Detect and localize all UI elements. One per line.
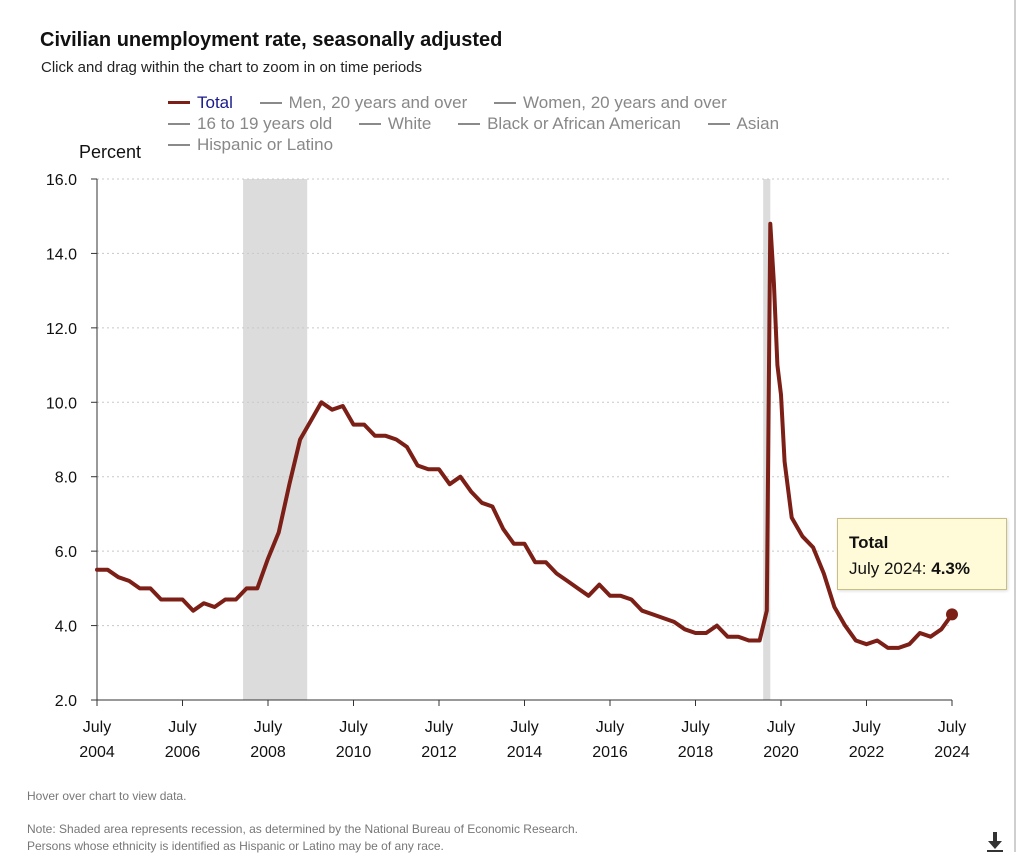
page-edge-divider	[1014, 0, 1016, 852]
x-tick-label-month: July	[168, 719, 196, 736]
legend-swatch	[168, 123, 190, 125]
x-tick-label-month: July	[425, 719, 453, 736]
legend-item-asian[interactable]: Asian	[707, 114, 779, 134]
x-tick-label-year: 2004	[79, 744, 115, 761]
x-tick-label-year: 2022	[849, 744, 885, 761]
x-tick-label-month: July	[254, 719, 282, 736]
gridlines	[97, 178, 952, 627]
y-tick-label: 8.0	[55, 470, 77, 487]
x-tick-label-month: July	[852, 719, 880, 736]
legend-item-black[interactable]: Black or African American	[458, 114, 681, 134]
legend-item-women-20-over[interactable]: Women, 20 years and over	[494, 93, 727, 113]
y-tick-label: 14.0	[46, 246, 77, 263]
hover-hint: Hover over chart to view data.	[27, 789, 187, 803]
legend-row-3: Hispanic or Latino	[168, 131, 355, 155]
x-tick-label-month: July	[681, 719, 709, 736]
legend-swatch	[458, 123, 481, 125]
recession-note: Note: Shaded area represents recession, …	[27, 822, 578, 836]
series-line-total	[95, 221, 954, 650]
y-tick-label: 12.0	[46, 321, 77, 338]
legend-swatch	[358, 123, 381, 125]
x-tick-label-month: July	[767, 719, 795, 736]
y-tick-label: 10.0	[46, 395, 77, 412]
x-tick-label-month: July	[938, 719, 966, 736]
legend-row-2: 16 to 19 years old White Black or Africa…	[168, 110, 801, 134]
chart-title: Civilian unemployment rate, seasonally a…	[40, 29, 503, 51]
x-tick-label-year: 2006	[165, 744, 201, 761]
x-tick-label-year: 2018	[678, 744, 714, 761]
data-tooltip: Total July 2024: 4.3%	[837, 518, 1007, 590]
ethnicity-note: Persons whose ethnicity is identified as…	[27, 839, 444, 853]
legend-swatch	[494, 102, 516, 104]
x-tick-labels: July 2004 July 2006 July 2008 July 2010 July 2012…	[79, 719, 970, 761]
y-tick-labels: 16.0 14.0 12.0 10.0 8.0 6.0 4.0 2.0	[46, 172, 77, 710]
tooltip-series-name: Total	[849, 533, 889, 552]
y-tick-label: 2.0	[55, 693, 77, 710]
x-tick-label-year: 2010	[336, 744, 372, 761]
legend-swatch	[259, 102, 282, 104]
x-tick-label-year: 2016	[592, 744, 628, 761]
tooltip-value: 4.3%	[931, 559, 970, 578]
x-tick-label-month: July	[83, 719, 111, 736]
x-tick-label-year: 2024	[934, 744, 970, 761]
legend-item-total[interactable]: Total	[168, 93, 233, 113]
legend-item-hispanic[interactable]: Hispanic or Latino	[168, 135, 333, 155]
legend-item-16-to-19[interactable]: 16 to 19 years old	[168, 114, 332, 134]
legend-swatch	[168, 101, 190, 104]
highlight-marker	[946, 608, 958, 621]
y-tick-label: 4.0	[55, 619, 77, 636]
x-tick-label-year: 2014	[507, 744, 543, 761]
chart-subtitle: Click and drag within the chart to zoom …	[41, 59, 423, 76]
x-tick-label-month: July	[596, 719, 624, 736]
x-tick-label-month: July	[510, 719, 538, 736]
x-tick-label-year: 2020	[763, 744, 799, 761]
axes	[91, 178, 953, 706]
recession-shading	[243, 179, 771, 700]
legend-row-1: Total Men, 20 years and over Women, 20 y…	[168, 89, 749, 113]
series-total	[95, 221, 958, 650]
tooltip-value-line: July 2024: 4.3%	[849, 559, 970, 579]
legend-swatch	[707, 123, 730, 125]
recession-band	[243, 179, 308, 700]
y-axis-label: Percent	[79, 142, 141, 162]
legend-item-men-20-over[interactable]: Men, 20 years and over	[259, 93, 467, 113]
x-tick-label-year: 2008	[250, 744, 286, 761]
legend-item-white[interactable]: White	[358, 114, 431, 134]
y-tick-label: 16.0	[46, 172, 77, 189]
tooltip-date: July 2024:	[849, 559, 927, 578]
download-arrow-icon[interactable]	[984, 830, 1006, 852]
x-tick-label-month: July	[339, 719, 367, 736]
x-tick-label-year: 2012	[421, 744, 457, 761]
y-tick-label: 6.0	[55, 544, 77, 561]
legend-swatch	[168, 144, 190, 146]
